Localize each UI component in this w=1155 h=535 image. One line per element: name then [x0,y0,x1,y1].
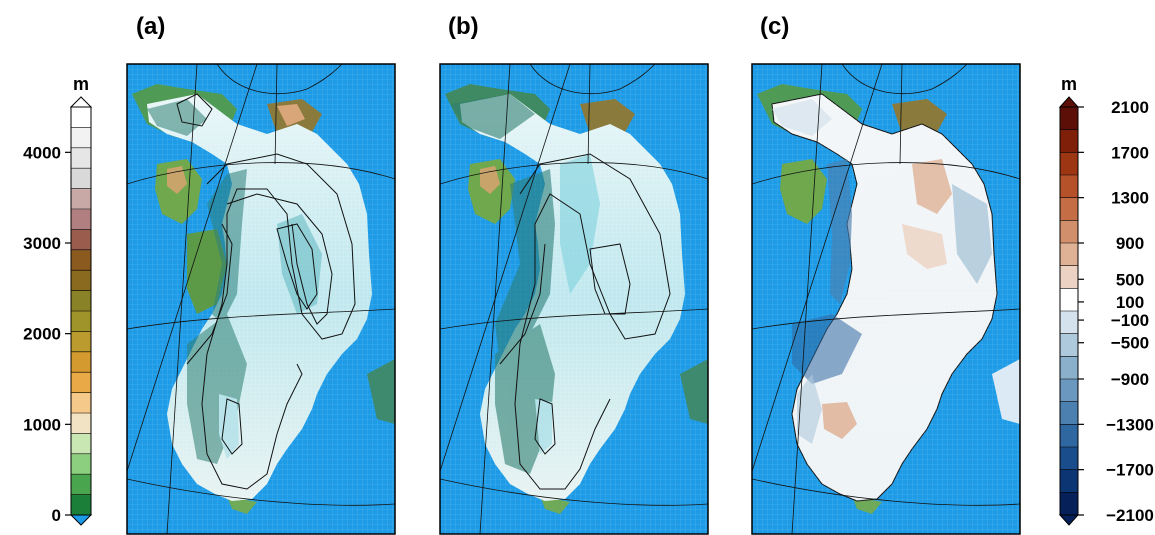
colorbar-tick-label: −1300 [1106,415,1154,434]
colorbar-tick-label: −2100 [1106,506,1154,525]
colorbar-block [71,372,91,394]
panel-c [751,63,1021,535]
colorbar-tick-label: −1700 [1106,461,1154,480]
colorbar-tick-label: 500 [1116,270,1144,289]
colorbar-block [1060,197,1078,221]
colorbar-block [1060,492,1078,516]
colorbar-min-arrow [69,514,93,526]
panel-label-a: (a) [136,13,165,40]
difference-colorbar: m 2100 1700 1300 900 500 100−100 −500 −900 −1300… [1058,74,1154,526]
colorbar-block [71,127,91,149]
colorbar-tick-label: 1300 [1111,189,1149,208]
colorbar-max-arrow [1058,96,1080,108]
colorbar-unit: m [73,74,89,94]
elevation-contours [499,153,671,490]
panel-b [439,63,709,535]
colorbar-block [1060,107,1078,131]
colorbar-tick-label: −100 [1111,311,1149,330]
colorbar-unit: m [1061,74,1077,94]
colorbar-block [1060,447,1078,471]
colorbar-block [71,270,91,292]
colorbar-block [71,290,91,312]
colorbar-block [1060,243,1078,267]
colorbar-block [71,392,91,414]
colorbar-block [1060,175,1078,199]
panel-label-c: (c) [760,13,789,40]
colorbar-block [1060,469,1078,493]
colorbar-block [1060,152,1078,176]
colorbar-block [1060,220,1078,244]
colorbar-tick-label: 900 [1116,234,1144,253]
colorbar-tick-label: 2000 [23,325,61,344]
colorbar-tick-label: 3000 [23,234,61,253]
colorbar-block [71,107,91,128]
colorbar-min-arrow [1058,514,1080,526]
colorbar-block [1060,265,1078,289]
colorbar-max-arrow [69,96,93,108]
colorbar-block [1060,333,1078,357]
colorbar-block [71,331,91,353]
colorbar-tick-label: 1700 [1111,143,1149,162]
colorbar-block [71,453,91,475]
colorbar-frame [70,106,92,516]
elevation-colorbar: m 4000 3000 2000 1000 0 [23,74,93,526]
colorbar-block [1060,311,1078,335]
colorbar-tick-label: −900 [1111,370,1149,389]
colorbar-tick-label: 0 [52,506,61,525]
colorbar-block [71,188,91,210]
panel-a [126,63,396,535]
colorbar-frame [1059,106,1079,516]
ice-shading [450,94,600,474]
panel-label-b: (b) [448,13,479,40]
colorbar-block [1060,288,1078,312]
colorbar-block [71,413,91,434]
difference-field [772,99,992,444]
colorbar-block [71,351,91,373]
graticule [752,64,1020,534]
panel-frame [439,63,709,535]
colorbar-block [1060,379,1078,403]
colorbar-tick-label: 2100 [1111,98,1149,117]
colorbar-block [71,229,91,251]
colorbar-block [71,311,91,332]
colorbar-tick-label: 4000 [23,143,61,162]
graticule [440,64,708,534]
colorbar-block [71,433,91,455]
colorbar-tick-label: 1000 [23,415,61,434]
colorbar-tick-label: −500 [1111,334,1149,353]
colorbar-tick-label: 100 [1116,293,1144,312]
colorbar-block [1060,129,1078,153]
graticule [127,64,395,534]
colorbar-block [1060,401,1078,425]
colorbar-block [1060,424,1078,448]
colorbar-block [71,249,91,271]
colorbar-block [71,474,91,496]
colorbar-block [71,494,91,516]
colorbar-block [71,209,91,230]
colorbar-block [71,147,91,169]
elevation-contours [176,93,356,490]
panel-frame [126,63,396,535]
colorbar-block [1060,356,1078,380]
colorbar-block [71,168,91,190]
panel-frame [751,63,1021,535]
